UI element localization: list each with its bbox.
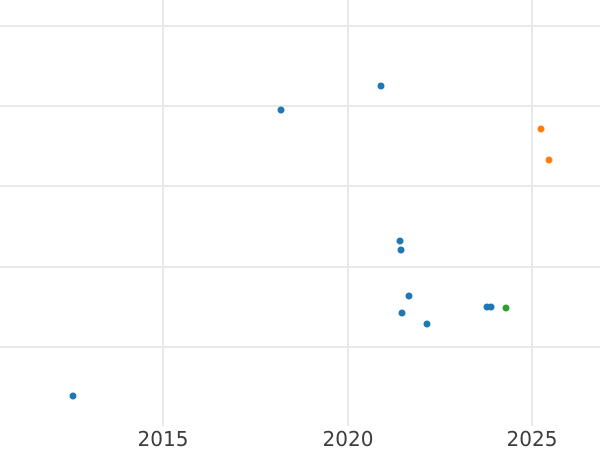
data-point-blue-series[interactable] [405, 292, 413, 300]
data-point-blue-series[interactable] [397, 246, 405, 254]
gridline-vertical [531, 0, 533, 426]
data-point-blue-series[interactable] [483, 303, 491, 311]
x-tick-label: 2015 [137, 427, 189, 450]
gridline-horizontal [0, 185, 600, 187]
data-point-orange-series[interactable] [545, 156, 553, 164]
data-point-blue-series[interactable] [398, 309, 406, 317]
gridline-vertical [162, 0, 164, 426]
data-point-orange-series[interactable] [537, 125, 545, 133]
data-point-blue-series[interactable] [396, 237, 404, 245]
gridline-horizontal [0, 25, 600, 27]
data-point-blue-series[interactable] [487, 303, 495, 311]
x-tick-label: 2025 [506, 427, 558, 450]
gridline-horizontal [0, 266, 600, 268]
x-tick-label: 2020 [322, 427, 374, 450]
data-point-blue-series[interactable] [277, 106, 285, 114]
gridline-horizontal [0, 346, 600, 348]
data-point-green-series[interactable] [502, 304, 510, 312]
data-point-blue-series[interactable] [69, 392, 77, 400]
gridline-horizontal [0, 105, 600, 107]
data-point-blue-series[interactable] [423, 320, 431, 328]
data-point-blue-series[interactable] [377, 82, 385, 90]
gridline-vertical [347, 0, 349, 426]
